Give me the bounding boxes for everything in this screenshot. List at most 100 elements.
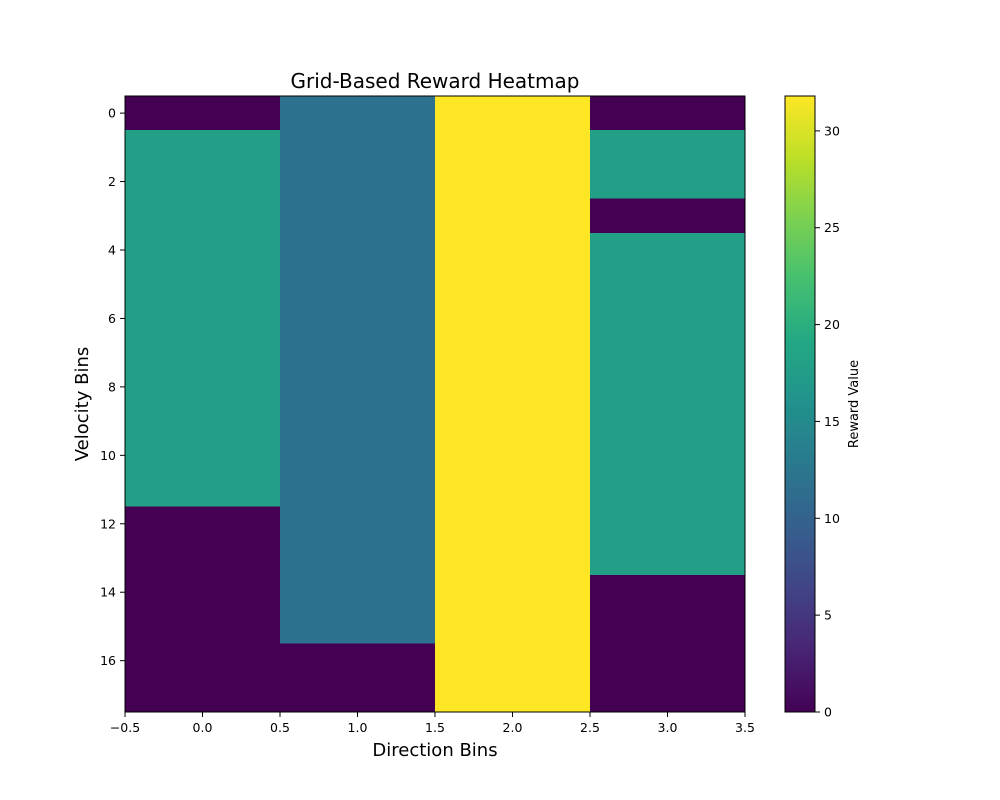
colorbar-tick-label: 25 (824, 220, 840, 235)
heatmap-cell (590, 609, 746, 644)
heatmap-cell (590, 575, 746, 610)
colorbar-tick-label: 10 (824, 511, 840, 526)
heatmap-cell (590, 472, 746, 508)
heatmap-cell (280, 643, 436, 679)
colorbar: 0 5 10 15 20 25 30 (784, 95, 840, 720)
heatmap-cell (125, 506, 281, 542)
heatmap-cell (590, 130, 746, 165)
x-tick-label: −0.5 (110, 720, 140, 735)
heatmap-cell (590, 438, 746, 473)
heatmap-cell (590, 369, 746, 405)
x-tick-label: 1.5 (425, 720, 445, 735)
heatmap-cell (435, 404, 591, 439)
heatmap-cell (125, 96, 281, 131)
heatmap-cell (125, 472, 281, 508)
heatmap-cell (280, 335, 436, 371)
heatmap-cell (435, 677, 591, 713)
heatmap-cell (125, 232, 281, 268)
x-tick-label: 0.5 (270, 720, 290, 735)
x-axis-label: Direction Bins (372, 740, 497, 761)
heatmap-cell (435, 609, 591, 644)
heatmap-cell (125, 335, 281, 371)
heatmap-cell (280, 506, 436, 542)
x-tick-label: 2.0 (503, 720, 523, 735)
colorbar-tick-label: 15 (824, 414, 840, 429)
heatmap-cell (590, 643, 746, 679)
y-tick-label: 16 (100, 653, 116, 668)
heatmap-cell (590, 164, 746, 200)
heatmap-cell (280, 96, 436, 131)
heatmap-cell (435, 438, 591, 473)
heatmap-cell (280, 130, 436, 165)
heatmap-cell (280, 540, 436, 576)
heatmap-cell (590, 540, 746, 576)
heatmap-cell (280, 301, 436, 336)
chart-title: Grid-Based Reward Heatmap (291, 69, 580, 93)
heatmap-cell (280, 267, 436, 302)
y-tick-label: 4 (108, 243, 116, 258)
x-tick-label: 1.0 (348, 720, 368, 735)
heatmap-cell (125, 677, 281, 713)
heatmap-cell (435, 301, 591, 336)
heatmap-cell (590, 506, 746, 542)
heatmap-cell (125, 164, 281, 200)
colorbar-label: Reward Value (847, 360, 862, 448)
heatmap-cell (280, 677, 436, 713)
heatmap-cell (435, 369, 591, 405)
heatmap-cell (435, 506, 591, 542)
y-tick-label: 14 (100, 585, 116, 600)
colorbar-gradient (785, 96, 815, 712)
heatmap-cell (590, 301, 746, 336)
heatmap-cell (435, 472, 591, 508)
heatmap-cell (280, 472, 436, 508)
heatmap-cell (435, 130, 591, 165)
y-tick-label: 2 (108, 174, 116, 189)
x-tick-label: 3.5 (735, 720, 755, 735)
heatmap-cell (125, 404, 281, 439)
heatmap-cell (125, 369, 281, 405)
colorbar-tick-label: 5 (824, 608, 832, 623)
heatmap-cell (125, 438, 281, 473)
heatmap-cell (435, 643, 591, 679)
heatmap-cell (280, 404, 436, 439)
heatmap-cell (280, 232, 436, 268)
heatmap-cell (435, 335, 591, 371)
colorbar-tick-label: 20 (824, 317, 840, 332)
heatmap-cell (435, 198, 591, 234)
heatmap-cell (280, 369, 436, 405)
heatmap-cell (125, 267, 281, 302)
heatmap-cell (435, 232, 591, 268)
heatmap-cell (280, 164, 436, 200)
heatmap-cell (435, 96, 591, 131)
y-tick-label: 6 (108, 311, 116, 326)
x-tick-label: 2.5 (580, 720, 600, 735)
heatmap-cell (280, 438, 436, 473)
heatmap-cell (280, 609, 436, 644)
x-tick-label: 3.0 (658, 720, 678, 735)
y-tick-label: 12 (100, 516, 116, 531)
colorbar-tick-label: 0 (824, 705, 832, 720)
heatmap-cell (125, 198, 281, 234)
heatmap-cell (435, 267, 591, 302)
heatmap-cell (125, 643, 281, 679)
heatmap-cell (125, 130, 281, 165)
x-tick-label: 0.0 (193, 720, 213, 735)
colorbar-tick-label: 30 (824, 123, 840, 138)
heatmap-cell (590, 198, 746, 234)
y-tick-label: 0 (108, 106, 116, 121)
heatmap-cell (435, 540, 591, 576)
y-axis-label: Velocity Bins (72, 347, 93, 461)
heatmap-cell (125, 575, 281, 610)
y-tick-label: 8 (108, 379, 116, 394)
plot-area: −0.5 0.0 0.5 1.0 1.5 2.0 2.5 3.0 3.5 0 2 4 6 8 10 12 14 1… (100, 95, 755, 735)
colorbar-frame (784, 95, 816, 713)
heatmap-cell (435, 164, 591, 200)
heatmap-cell (590, 335, 746, 371)
heatmap-cell (590, 404, 746, 439)
heatmap-cell (125, 301, 281, 336)
heatmap-cell (590, 96, 746, 131)
heatmap-cell (280, 575, 436, 610)
heatmap-cell (590, 232, 746, 268)
heatmap-cell (435, 575, 591, 610)
